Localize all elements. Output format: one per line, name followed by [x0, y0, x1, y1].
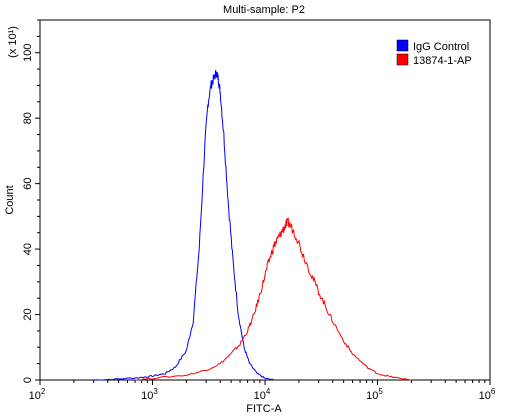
- y-axis-ticks: 0 20 40 60 80 100: [22, 19, 40, 383]
- legend-label-0: IgG Control: [413, 41, 469, 53]
- x-tick-label-3: 105: [366, 387, 383, 402]
- y-tick-label-3: 60: [22, 178, 34, 190]
- y-tick-label-5: 100: [22, 44, 34, 62]
- x-tick-label-4: 106: [479, 387, 496, 402]
- x-axis-label: FITC-A: [246, 403, 282, 415]
- legend: IgG Control 13874-1-AP: [396, 39, 472, 67]
- chart-title: Multi-sample: P2: [223, 4, 305, 16]
- legend-swatch-0: [396, 39, 409, 52]
- y-axis-label: Count: [4, 185, 16, 214]
- x-tick-label-2: 104: [254, 387, 271, 402]
- y-tick-label-0: 0: [22, 377, 34, 383]
- series-line-1: [135, 217, 412, 381]
- legend-label-1: 13874-1-AP: [413, 55, 472, 67]
- series-group: [93, 70, 412, 381]
- y-multiplier-label: (x 10¹): [7, 26, 19, 58]
- plot-area: [39, 19, 491, 381]
- x-axis-ticks: 102 103 104 105 106: [29, 380, 496, 402]
- y-tick-label-2: 40: [22, 243, 34, 255]
- y-tick-label-1: 20: [22, 308, 34, 320]
- series-line-0: [93, 70, 275, 381]
- y-tick-label-4: 80: [22, 112, 34, 124]
- x-tick-label-1: 103: [141, 387, 158, 402]
- legend-swatch-1: [396, 53, 409, 66]
- x-tick-label-0: 102: [29, 387, 46, 402]
